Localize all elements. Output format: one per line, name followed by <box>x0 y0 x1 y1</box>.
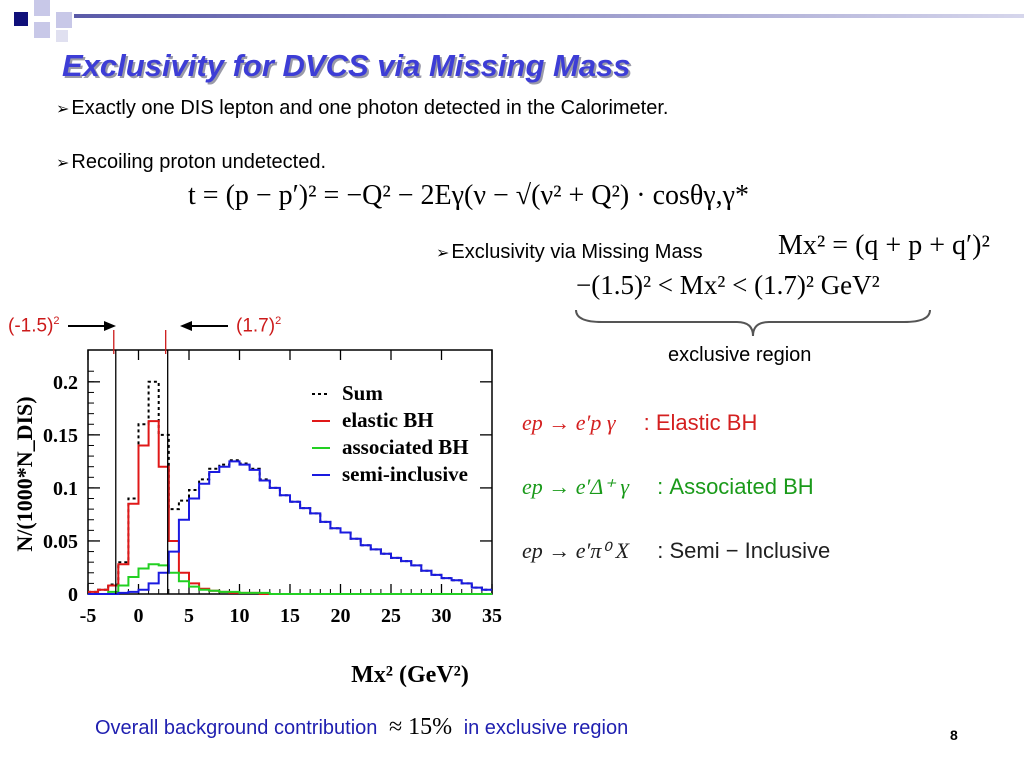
header-decoration <box>0 0 1024 42</box>
legend-label: Sum <box>342 381 383 405</box>
formula-missing-mass: Mx² = (q + p + q′)² <box>778 230 990 261</box>
reaction-label: : Semi − Inclusive <box>657 538 831 563</box>
y-tick-label: 0.2 <box>53 372 78 394</box>
reaction-elastic-bh: ep → e′p γ : Elastic BH <box>522 410 757 436</box>
y-tick-label: 0.1 <box>53 478 78 500</box>
bullet-arrow-icon: ➢ <box>436 245 450 262</box>
bullet-missing-mass: ➢ Exclusivity via Missing Mass <box>436 241 703 263</box>
reaction-label: : Associated BH <box>657 474 814 499</box>
formula-t: t = (p − p′)² = −Q² − 2Eγ(ν − √(ν² + Q²)… <box>188 180 750 211</box>
series-associated-bh-line <box>88 563 492 595</box>
formula-exclusive-range: −(1.5)² < Mx² < (1.7)² GeV² <box>576 270 880 300</box>
x-tick-label: 10 <box>230 605 250 627</box>
x-tick-label: -5 <box>80 605 97 627</box>
bullet-arrow-icon: ➢ <box>56 101 70 118</box>
curly-brace <box>575 309 931 337</box>
x-tick-label: 15 <box>280 605 300 627</box>
missing-mass-histogram: N/(1000*N_DIS) Mx² (GeV²) -5 0 5 10 15 20 25 30… <box>12 330 502 688</box>
reaction-equation: ep → e′Δ⁺ γ <box>522 474 630 499</box>
x-tick-label: 25 <box>381 605 401 627</box>
y-axis-label: N/(1000*N_DIS) <box>12 396 37 551</box>
background-fraction: ≈ 15% <box>388 714 453 740</box>
legend-label: elastic BH <box>342 408 434 432</box>
y-tick-label: 0.05 <box>43 531 78 553</box>
x-tick-label: 5 <box>184 605 194 627</box>
legend-label: associated BH <box>342 435 469 459</box>
cut-high-label: (1.7)2 <box>236 315 282 337</box>
reaction-associated-bh: ep → e′Δ⁺ γ : Associated BH <box>522 474 814 500</box>
footer-note: Overall background contribution ≈ 15% in… <box>95 714 629 740</box>
x-tick-label: 0 <box>134 605 144 627</box>
exclusive-region-label: exclusive region <box>668 344 812 366</box>
cut-arrows <box>68 321 228 331</box>
slide-title: Exclusivity for DVCS via Missing Mass <box>62 48 631 83</box>
x-tick-label: 20 <box>331 605 351 627</box>
reaction-semi-inclusive: ep → e′π⁰ X : Semi − Inclusive <box>522 538 830 564</box>
reaction-equation: ep → e′p γ <box>522 410 616 435</box>
page-number: 8 <box>950 727 958 743</box>
x-axis-label: Mx² (GeV²) <box>351 662 469 688</box>
bullet-arrow-icon: ➢ <box>56 155 70 172</box>
y-tick-label: 0.15 <box>43 425 78 447</box>
x-tick-label: 35 <box>482 605 502 627</box>
bullet-lepton-photon: ➢ Exactly one DIS lepton and one photon d… <box>56 97 669 119</box>
cut-low-label: (-1.5)2 <box>8 315 60 337</box>
reaction-equation: ep → e′π⁰ X <box>522 538 630 563</box>
y-tick-label: 0 <box>68 584 78 606</box>
legend-label: semi-inclusive <box>342 462 468 486</box>
reaction-label: : Elastic BH <box>643 410 758 435</box>
bullet-recoil-proton: ➢ Recoiling proton undetected. <box>56 151 327 173</box>
x-tick-label: 30 <box>432 605 452 627</box>
